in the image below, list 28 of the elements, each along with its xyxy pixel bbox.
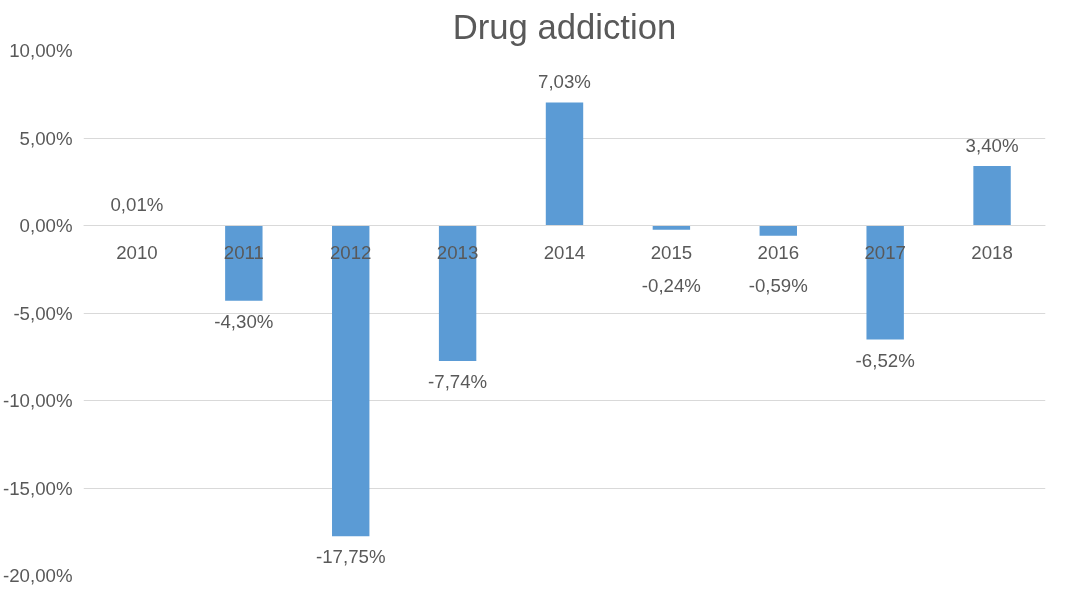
y-tick-label: 5,00% [19,127,73,149]
data-label: -17,75% [315,546,386,568]
y-tick-label: -20,00% [3,565,73,586]
data-label: 0,01% [110,194,164,216]
bar [332,225,370,537]
y-tick-label: -5,00% [13,302,73,324]
x-tick-label: 2018 [971,241,1013,263]
y-tick-label: -10,00% [3,390,73,411]
y-tick-label: 10,00% [9,40,73,61]
x-tick-label: 2015 [650,241,693,263]
bar [973,166,1011,226]
chart-title: Drug addiction [452,7,677,46]
data-label: 7,03% [538,71,591,93]
bar [438,225,477,361]
x-tick-label: 2010 [116,241,158,263]
bar [545,102,584,226]
y-tick-label: 0,00% [19,215,73,236]
data-label: -7,74% [428,370,488,392]
x-tick-label: 2014 [543,241,586,263]
y-tick-label: -15,00% [3,477,73,499]
bar [759,225,797,236]
data-label: -0,59% [748,274,808,296]
x-tick-label: 2016 [757,241,800,263]
data-label: -0,24% [641,274,701,296]
bar [652,225,691,230]
data-label: -6,52% [855,349,915,371]
data-label: -4,30% [214,310,274,332]
data-label: 3,40% [965,135,1019,156]
